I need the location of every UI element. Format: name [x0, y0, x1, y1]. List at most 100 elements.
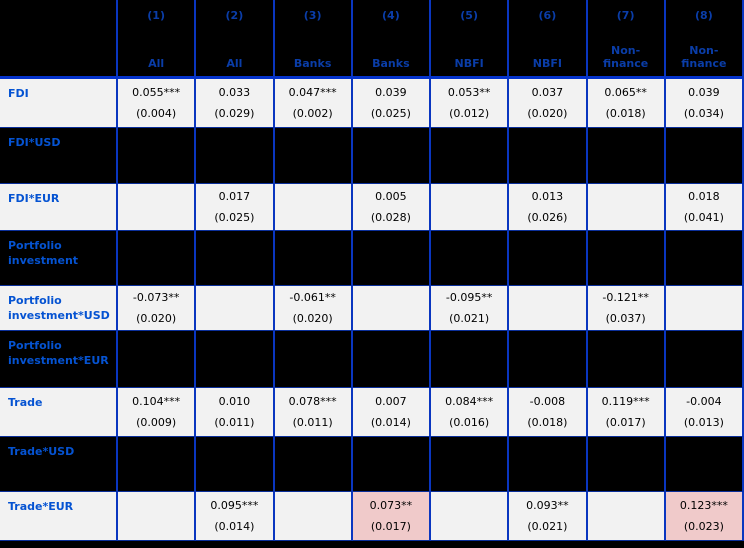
table-cell: [196, 231, 275, 286]
coefficient-value: -0.061**: [289, 291, 336, 304]
table-cell: [352, 331, 431, 388]
table-cell: [274, 128, 353, 184]
coefficient-value: 0.007: [375, 395, 407, 408]
header-column-number: (4): [382, 9, 400, 22]
table-cell: [352, 231, 431, 286]
header-column-7: (7) Non-finance: [587, 0, 666, 79]
table-cell: [118, 231, 197, 286]
coefficient-value: 0.119***: [601, 395, 650, 408]
header-column-number: (8): [695, 9, 713, 22]
standard-error-value: (0.020): [527, 107, 568, 120]
header-column-3: (3) Banks: [274, 0, 353, 79]
table-cell: [352, 128, 431, 184]
header-column-1: (1) All: [118, 0, 197, 79]
table-cell: [431, 128, 510, 184]
table-cell: 0.123*** (0.023): [665, 492, 744, 541]
header-column-number: (5): [460, 9, 478, 22]
header-column-group: Banks: [372, 57, 410, 70]
standard-error-value: (0.004): [136, 107, 177, 120]
header-column-number: (1): [147, 9, 165, 22]
table-cell: 0.037 (0.020): [509, 79, 588, 128]
coefficient-value: -0.073**: [132, 291, 180, 304]
header-column-2: (2) All: [196, 0, 275, 79]
table-cell: 0.033 (0.029): [196, 79, 275, 128]
row-label: Portfolio investment: [0, 231, 118, 286]
table-cell: -0.121** (0.037): [587, 286, 666, 331]
table-cell: [431, 331, 510, 388]
standard-error-value: (0.002): [292, 107, 333, 120]
table-cell: [587, 128, 666, 184]
standard-error-value: (0.009): [136, 416, 177, 429]
table-cell: [118, 331, 197, 388]
row-label: FDI*EUR: [0, 184, 118, 231]
coefficient-value: 0.039: [375, 86, 407, 99]
table-cell: [587, 437, 666, 492]
standard-error-value: (0.017): [370, 520, 411, 533]
standard-error-value: (0.029): [214, 107, 255, 120]
standard-error-value: (0.018): [605, 107, 646, 120]
table-cell: 0.065** (0.018): [587, 79, 666, 128]
coefficient-value: 0.055***: [132, 86, 181, 99]
table-cell: [274, 437, 353, 492]
coefficient-value: -0.004: [686, 395, 722, 408]
header-column-group: Banks: [293, 57, 332, 70]
row-label: FDI: [0, 79, 118, 128]
table-cell: 0.095*** (0.014): [196, 492, 275, 541]
table-cell: [587, 184, 666, 231]
standard-error-value: (0.037): [605, 312, 646, 325]
header-corner-cell: [0, 0, 118, 79]
header-column-number: (2): [225, 9, 244, 22]
standard-error-value: (0.011): [214, 416, 255, 429]
row-label: Trade: [0, 388, 118, 437]
header-column-group: All: [226, 57, 243, 70]
table-cell: [665, 331, 744, 388]
table-cell: 0.017 (0.025): [196, 184, 275, 231]
table-cell: [274, 231, 353, 286]
table-cell: [665, 437, 744, 492]
standard-error-value: (0.020): [136, 312, 177, 325]
table-cell: [274, 331, 353, 388]
coefficient-value: 0.093**: [526, 499, 569, 512]
coefficient-value: 0.078***: [288, 395, 337, 408]
standard-error-value: (0.013): [683, 416, 724, 429]
table-cell: -0.004 (0.013): [665, 388, 744, 437]
standard-error-value: (0.020): [292, 312, 333, 325]
coefficient-value: 0.123***: [679, 499, 728, 512]
table-cell: [509, 331, 588, 388]
table-cell: 0.053** (0.012): [431, 79, 510, 128]
table-cell: 0.119*** (0.017): [587, 388, 666, 437]
table-cell: [118, 184, 197, 231]
table-cell: 0.078*** (0.011): [274, 388, 353, 437]
header-column-group: Non-finance: [681, 44, 727, 70]
header-column-4: (4) Banks: [352, 0, 431, 79]
header-column-number: (6): [538, 9, 557, 22]
table-cell: 0.073** (0.017): [352, 492, 431, 541]
row-label: Trade*EUR: [0, 492, 118, 541]
coefficient-value: -0.008: [529, 395, 566, 408]
table-cell: [431, 437, 510, 492]
table-cell: [352, 437, 431, 492]
standard-error-value: (0.021): [527, 520, 568, 533]
standard-error-value: (0.041): [683, 211, 724, 224]
coefficient-value: 0.084***: [445, 395, 494, 408]
coefficient-value: 0.005: [375, 190, 407, 203]
table-cell: [431, 231, 510, 286]
standard-error-value: (0.012): [449, 107, 490, 120]
table-cell: [509, 437, 588, 492]
header-column-number: (3): [303, 9, 322, 22]
header-column-group: All: [148, 57, 165, 70]
header-column-number: (7): [616, 9, 635, 22]
standard-error-value: (0.025): [214, 211, 255, 224]
standard-error-value: (0.028): [370, 211, 411, 224]
coefficient-value: -0.121**: [602, 291, 649, 304]
table-cell: [196, 286, 275, 331]
standard-error-value: (0.016): [449, 416, 490, 429]
table-cell: [665, 286, 744, 331]
table-cell: [665, 128, 744, 184]
standard-error-value: (0.034): [683, 107, 724, 120]
table-cell: -0.061** (0.020): [274, 286, 353, 331]
table-cell: [509, 128, 588, 184]
table-cell: 0.093** (0.021): [509, 492, 588, 541]
